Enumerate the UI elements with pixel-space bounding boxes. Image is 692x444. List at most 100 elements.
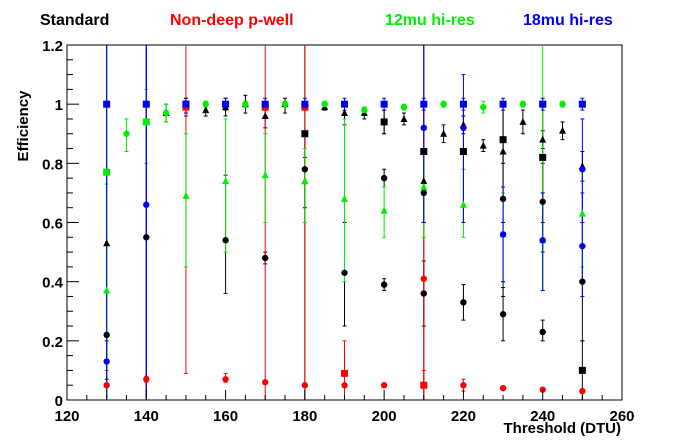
standard-square-point: [499, 136, 507, 144]
12mu-hi-res-triangle-point: [380, 206, 388, 214]
x-tick-label: 240: [530, 408, 555, 425]
standard-circle-point: [579, 278, 586, 285]
markers-layer: [103, 100, 586, 395]
12mu-hi-res-triangle-point: [103, 286, 111, 294]
standard-triangle-point: [420, 177, 428, 185]
12mu-hi-res-circle-point: [361, 106, 368, 114]
standard-circle-point: [143, 234, 150, 241]
legend-standard: Standard: [40, 12, 110, 29]
12mu-hi-res-triangle-point: [261, 171, 269, 179]
x-tick-label: 200: [372, 408, 397, 425]
non-deep-p-well-circle-point: [262, 379, 269, 386]
18mu-hi-res-square-point: [499, 100, 507, 108]
standard-triangle-point: [341, 109, 348, 117]
y-tick-label: 0: [55, 393, 63, 410]
x-tick-label: 140: [134, 408, 159, 425]
12mu-hi-res-square-point: [142, 118, 150, 126]
non-deep-p-well-square-point: [420, 381, 428, 389]
18mu-hi-res-circle-point: [579, 242, 586, 250]
standard-triangle-point: [499, 147, 507, 155]
standard-circle-point: [380, 281, 388, 288]
12mu-hi-res-circle-point: [123, 130, 130, 137]
standard-circle-point: [262, 254, 269, 262]
12mu-hi-res-triangle-point: [420, 183, 428, 190]
error-bars-layer: [104, 45, 585, 400]
standard-triangle-point: [479, 141, 487, 149]
y-axis-label: Efficiency: [15, 90, 32, 162]
non-deep-p-well-circle-point: [143, 376, 150, 383]
12mu-hi-res-circle-point: [519, 100, 527, 108]
standard-square-point: [578, 366, 586, 374]
standard-triangle-point: [539, 135, 547, 143]
legend-non-deep-p-well: Non-deep p-well: [170, 12, 294, 29]
18mu-hi-res-square-point: [539, 100, 547, 108]
x-tick-label: 160: [213, 408, 238, 425]
12mu-hi-res-circle-point: [400, 103, 408, 111]
standard-square-point: [380, 118, 388, 126]
12mu-hi-res-triangle-point: [182, 191, 190, 199]
standard-circle-point: [380, 174, 388, 182]
x-axis-label: Threshold (DTU): [504, 420, 622, 437]
y-tick-label: 0.4: [42, 275, 64, 292]
non-deep-p-well-circle-point: [420, 275, 427, 282]
18mu-hi-res-square-point: [420, 100, 428, 108]
non-deep-p-well-circle-point: [380, 382, 388, 389]
18mu-hi-res-circle-point: [499, 231, 507, 238]
standard-triangle-point: [440, 129, 448, 137]
standard-triangle-point: [559, 126, 567, 134]
standard-circle-point: [539, 328, 546, 336]
non-deep-p-well-circle-point: [103, 382, 110, 389]
18mu-hi-res-circle-point: [539, 237, 546, 244]
standard-circle-point: [499, 195, 507, 203]
standard-circle-point: [420, 189, 427, 197]
18mu-hi-res-square-point: [182, 100, 190, 108]
18mu-hi-res-square-point: [341, 100, 348, 108]
legend-12mu-hi-res: 12mu hi-res: [385, 12, 475, 29]
18mu-hi-res-square-point: [103, 100, 111, 108]
18mu-hi-res-square-point: [459, 100, 467, 108]
standard-circle-point: [460, 299, 467, 306]
standard-triangle-point: [261, 112, 269, 119]
standard-circle-point: [539, 198, 546, 205]
standard-triangle-point: [202, 106, 210, 114]
12mu-hi-res-circle-point: [162, 109, 170, 117]
18mu-hi-res-circle-point: [460, 124, 467, 132]
non-deep-p-well-circle-point: [579, 387, 586, 395]
12mu-hi-res-square-point: [103, 168, 111, 176]
non-deep-p-well-circle-point: [539, 386, 546, 393]
non-deep-p-well-circle-point: [460, 382, 467, 389]
12mu-hi-res-triangle-point: [301, 177, 309, 185]
18mu-hi-res-circle-point: [579, 166, 586, 173]
18mu-hi-res-circle-point: [143, 201, 150, 208]
non-deep-p-well-square-point: [341, 369, 348, 377]
12mu-hi-res-circle-point: [321, 100, 328, 108]
18mu-hi-res-circle-point: [103, 358, 110, 365]
standard-circle-point: [301, 166, 309, 173]
12mu-hi-res-circle-point: [480, 103, 487, 111]
18mu-hi-res-square-point: [301, 100, 309, 108]
18mu-hi-res-circle-point: [420, 124, 427, 132]
12mu-hi-res-circle-point: [242, 100, 249, 108]
x-tick-label: 260: [609, 408, 634, 425]
standard-circle-point: [222, 237, 229, 244]
non-deep-p-well-circle-point: [499, 384, 507, 392]
y-tick-label: 1: [55, 97, 63, 114]
y-tick-label: 1.2: [42, 38, 63, 55]
y-tick-label: 0.2: [42, 334, 63, 351]
standard-triangle-point: [400, 114, 408, 122]
standard-circle-point: [103, 331, 110, 339]
legend-18mu-hi-res: 18mu hi-res: [523, 12, 613, 29]
standard-circle-point: [499, 311, 507, 318]
x-tick-label: 180: [292, 408, 317, 425]
y-tick-label: 0.6: [42, 216, 63, 233]
12mu-hi-res-circle-point: [559, 100, 566, 108]
standard-circle-point: [420, 290, 427, 297]
12mu-hi-res-circle-point: [281, 100, 289, 108]
standard-square-point: [301, 130, 309, 138]
12mu-hi-res-triangle-point: [341, 194, 348, 202]
18mu-hi-res-square-point: [578, 100, 586, 108]
standard-square-point: [420, 148, 428, 155]
x-tick-label: 220: [451, 408, 476, 425]
non-deep-p-well-circle-point: [222, 376, 229, 383]
